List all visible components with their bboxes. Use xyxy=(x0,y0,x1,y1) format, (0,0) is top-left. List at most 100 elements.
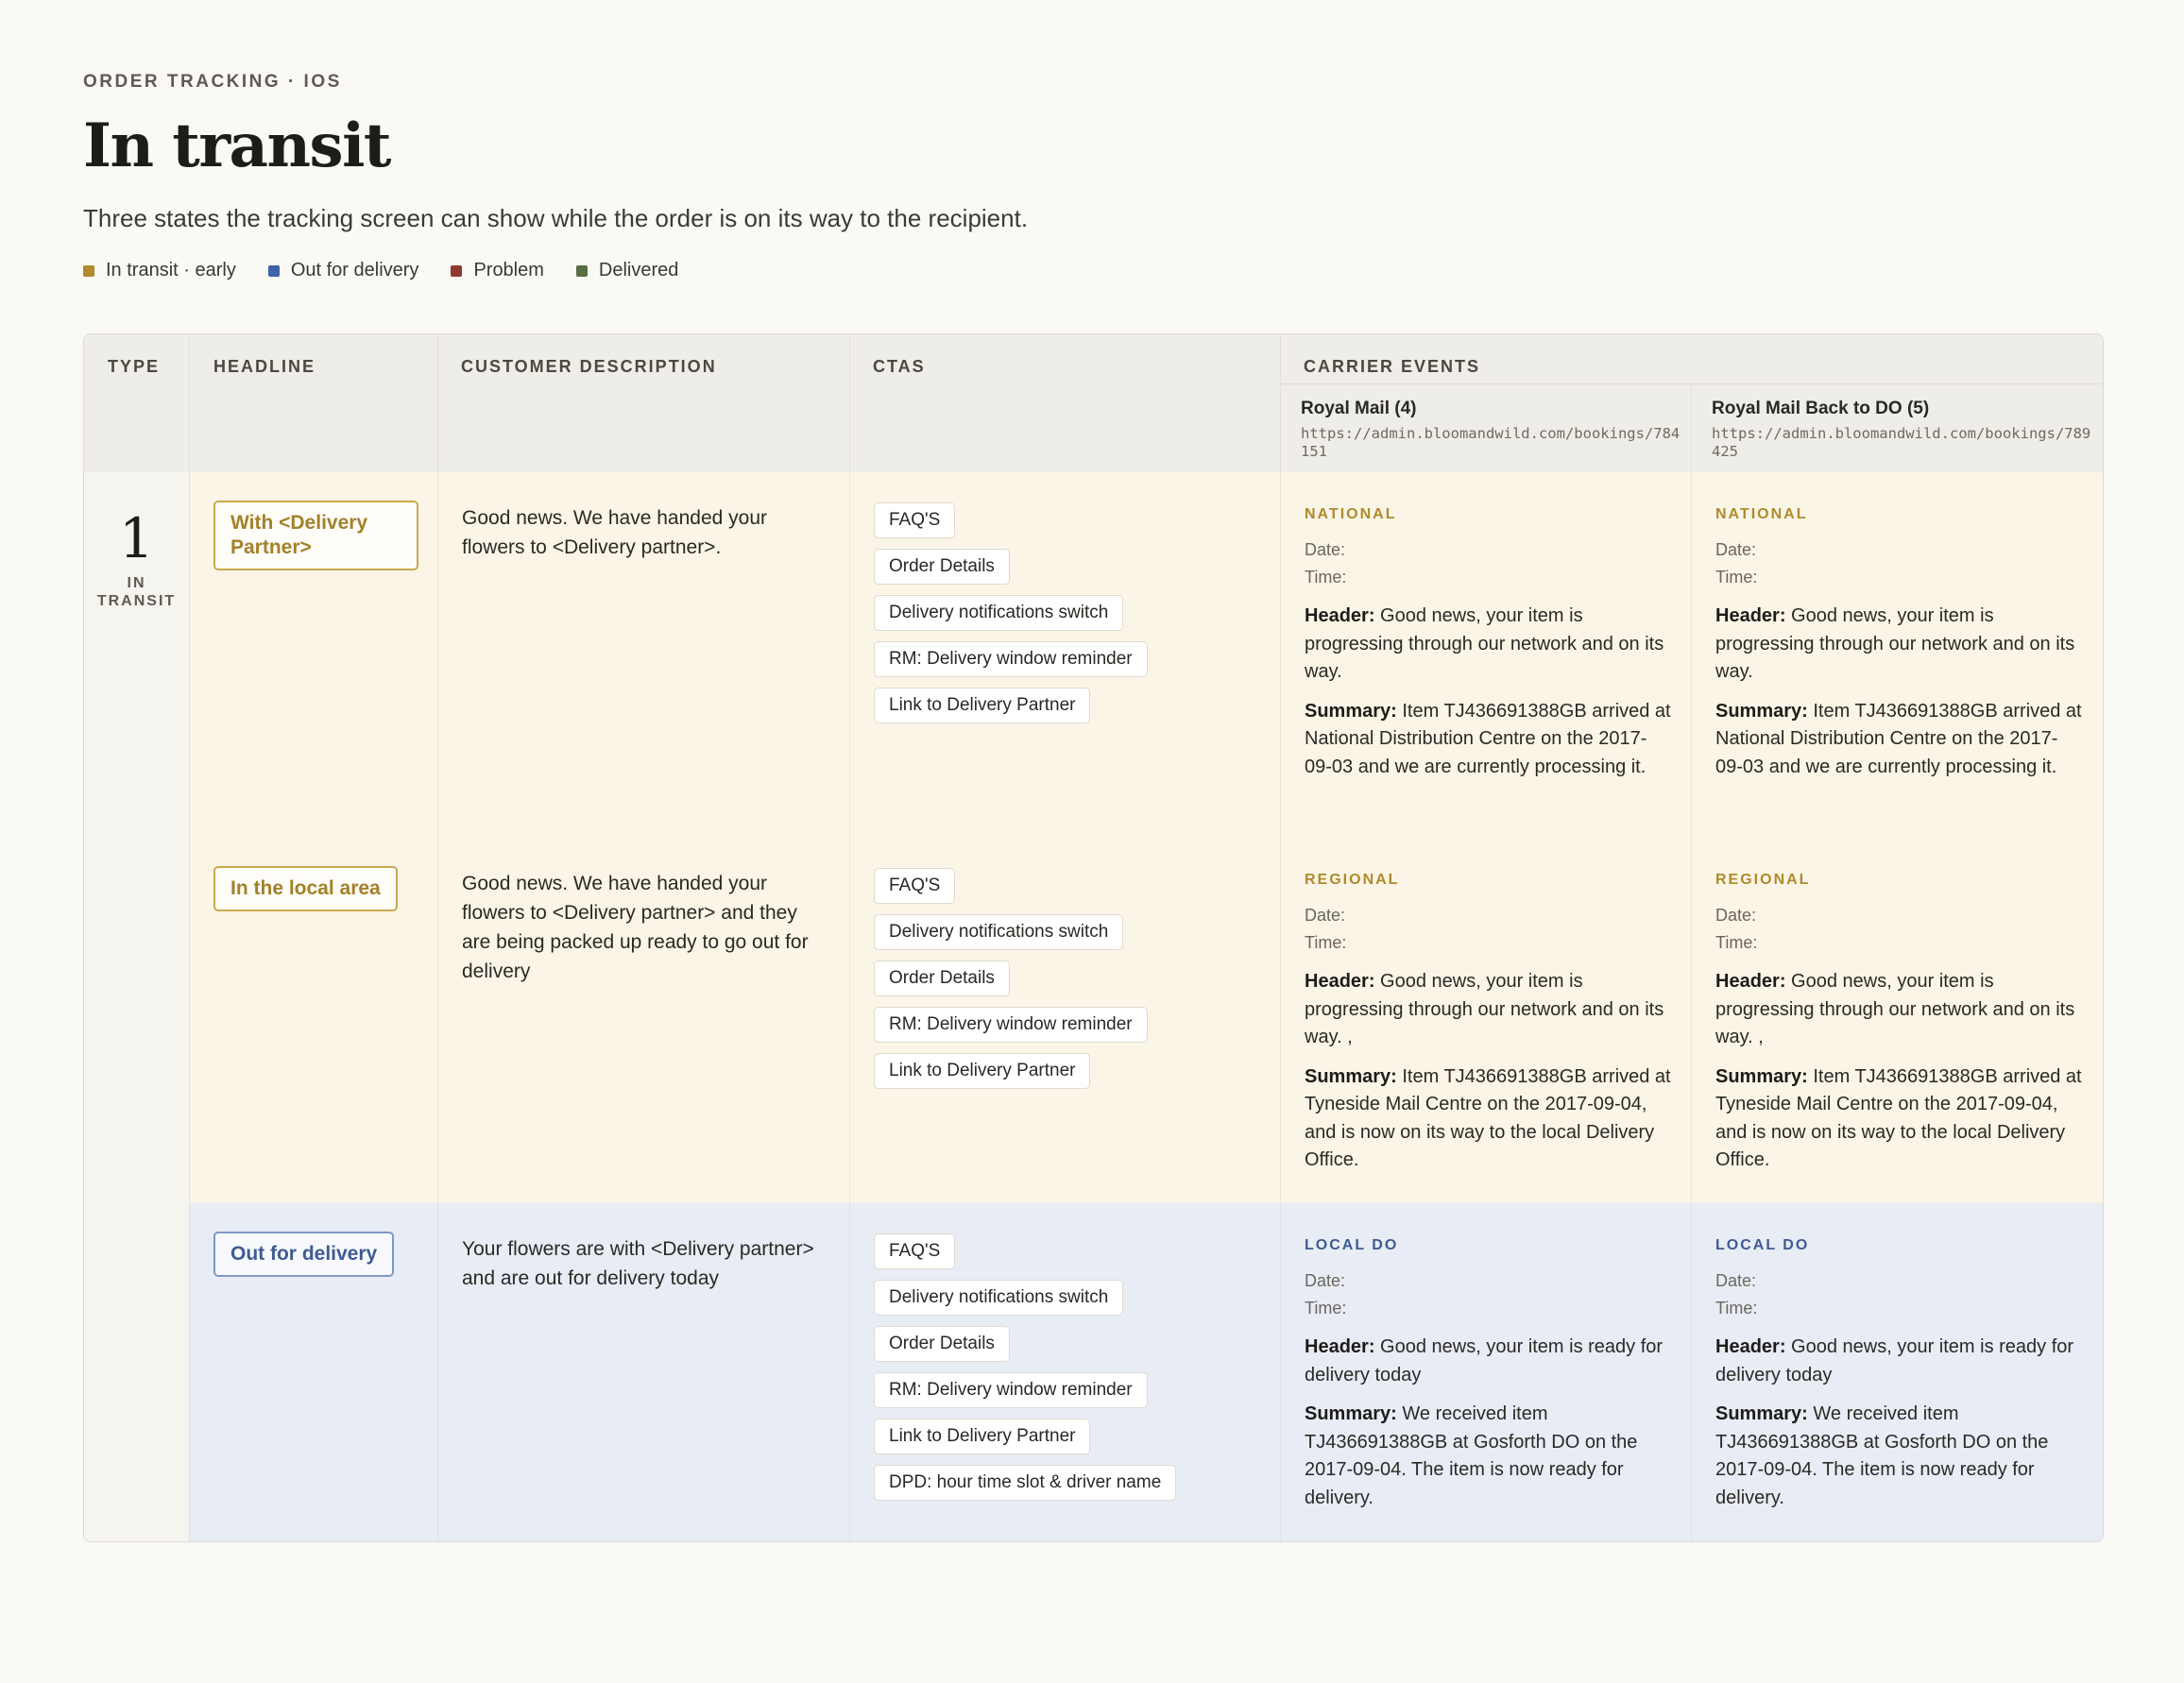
headline-cell: With <Delivery Partner> xyxy=(190,472,437,838)
event-header: Header: Good news, your item is ready fo… xyxy=(1305,1334,1673,1389)
cta-faqs[interactable]: FAQ'S xyxy=(874,502,956,538)
event-summary-text: We received item TJ436691388GB at Gosfor… xyxy=(1715,1403,2049,1508)
event-summary-text: Item TJ436691388GB arrived at National D… xyxy=(1715,700,2082,777)
cta-list: FAQ'S Delivery notifications switch Orde… xyxy=(874,868,1148,1089)
type-cell: 1 IN TRANSIT xyxy=(84,472,190,1541)
legend-swatch xyxy=(83,264,94,277)
event-header-text: Good news, your item is progressing thro… xyxy=(1715,971,2075,1047)
event-header-label: Header: xyxy=(1715,971,1786,992)
legend-item-delivered: Delivered xyxy=(575,260,678,281)
cta-delivery-notifications-switch[interactable]: Delivery notifications switch xyxy=(874,1280,1124,1316)
cta-order-details[interactable]: Order Details xyxy=(874,960,1010,996)
event-meta: Date: Time: xyxy=(1715,1267,2084,1322)
legend-label: In transit · early xyxy=(106,260,236,281)
cta-delivery-window-reminder[interactable]: RM: Delivery window reminder xyxy=(874,1372,1148,1408)
event-date: Date: xyxy=(1305,906,1346,925)
cta-delivery-window-reminder[interactable]: RM: Delivery window reminder xyxy=(874,1007,1148,1043)
event-meta: Date: Time: xyxy=(1305,1267,1673,1322)
table-header: TYPE HEADLINE CUSTOMER DESCRIPTION CTAS … xyxy=(84,334,2103,473)
event-summary-label: Summary: xyxy=(1715,1065,1808,1087)
carrier-event: LOCAL DO Date: Time: Header: Good news, … xyxy=(1305,1237,1673,1512)
legend-swatch xyxy=(575,264,588,277)
legend-label: Problem xyxy=(473,260,544,281)
carrier-event-cell: LOCAL DO Date: Time: Header: Good news, … xyxy=(1691,1203,2103,1541)
carrier-event: REGIONAL Date: Time: Header: Good news, … xyxy=(1305,872,1673,1175)
customer-description: Good news. We have handed your flowers t… xyxy=(462,507,767,558)
column-divider xyxy=(1280,334,1281,472)
carrier-event: REGIONAL Date: Time: Header: Good news, … xyxy=(1715,872,2084,1175)
cta-link-to-delivery-partner[interactable]: Link to Delivery Partner xyxy=(874,1053,1091,1089)
cta-list: FAQ'S Delivery notifications switch Orde… xyxy=(874,1233,1177,1501)
page-subtitle: Three states the tracking screen can sho… xyxy=(83,204,1029,233)
cta-link-to-delivery-partner[interactable]: Link to Delivery Partner xyxy=(874,1419,1091,1454)
cta-link-to-delivery-partner[interactable]: Link to Delivery Partner xyxy=(874,688,1091,723)
carrier-link[interactable]: https://admin.bloomandwild.com/bookings/… xyxy=(1712,425,2091,460)
event-summary: Summary: We received item TJ436691388GB … xyxy=(1715,1401,2084,1512)
type-label-line: IN xyxy=(127,575,146,591)
event-header-text: Good news, your item is ready for delive… xyxy=(1305,1336,1664,1386)
table-row-with-delivery-partner: With <Delivery Partner> Good news. We ha… xyxy=(190,472,2103,839)
column-header-carrier-events: CARRIER EVENTS xyxy=(1304,357,1481,376)
event-header: Header: Good news, your item is progress… xyxy=(1715,968,2084,1052)
headline-cell: In the local area xyxy=(190,838,437,1203)
event-header-text: Good news, your item is ready for delive… xyxy=(1715,1336,2074,1386)
event-summary: Summary: Item TJ436691388GB arrived at T… xyxy=(1305,1063,1673,1175)
customer-description: Good news. We have handed your flowers t… xyxy=(462,873,809,982)
event-stage: LOCAL DO xyxy=(1305,1237,1399,1253)
carrier-event-cell: LOCAL DO Date: Time: Header: Good news, … xyxy=(1280,1203,1692,1541)
event-summary-text: We received item TJ436691388GB at Gosfor… xyxy=(1305,1403,1638,1508)
cta-delivery-notifications-switch[interactable]: Delivery notifications switch xyxy=(874,595,1124,631)
carrier-name: Royal Mail (4) xyxy=(1301,399,1417,418)
carrier-event-cell: REGIONAL Date: Time: Header: Good news, … xyxy=(1691,838,2103,1203)
carrier-header-royal-mail: Royal Mail (4) https://admin.bloomandwil… xyxy=(1301,399,1688,461)
column-divider xyxy=(437,334,438,472)
event-date: Date: xyxy=(1715,1271,1757,1290)
event-stage: LOCAL DO xyxy=(1715,1237,1810,1253)
carrier-header-royal-mail-back-to-do: Royal Mail Back to DO (5) https://admin.… xyxy=(1712,399,2099,461)
cta-faqs[interactable]: FAQ'S xyxy=(874,868,956,904)
cta-order-details[interactable]: Order Details xyxy=(874,1326,1010,1362)
column-header-type: TYPE xyxy=(108,357,161,376)
cta-delivery-window-reminder[interactable]: RM: Delivery window reminder xyxy=(874,641,1148,677)
carrier-event-cell: NATIONAL Date: Time: Header: Good news, … xyxy=(1691,472,2103,838)
legend-swatch xyxy=(267,264,280,277)
event-date: Date: xyxy=(1715,540,1757,559)
cta-faqs[interactable]: FAQ'S xyxy=(874,1233,956,1269)
event-summary: Summary: We received item TJ436691388GB … xyxy=(1305,1401,1673,1512)
event-time: Time: xyxy=(1715,568,1758,586)
cta-delivery-notifications-switch[interactable]: Delivery notifications switch xyxy=(874,914,1124,950)
carrier-event-cell: NATIONAL Date: Time: Header: Good news, … xyxy=(1280,472,1692,838)
event-summary-text: Item TJ436691388GB arrived at National D… xyxy=(1305,700,1671,777)
column-header-headline: HEADLINE xyxy=(213,357,316,376)
carrier-subheader-divider xyxy=(1280,383,2103,384)
headline-tag: Out for delivery xyxy=(213,1232,395,1277)
page: ORDER TRACKING · IOS In transit Three st… xyxy=(0,0,2184,281)
carrier-link[interactable]: https://admin.bloomandwild.com/bookings/… xyxy=(1301,425,1681,460)
type-label-line: TRANSIT xyxy=(96,593,177,609)
headline-cell: Out for delivery xyxy=(190,1203,437,1541)
cta-dpd-time-slot[interactable]: DPD: hour time slot & driver name xyxy=(874,1465,1177,1501)
ctas-cell: FAQ'S Order Details Delivery notificatio… xyxy=(849,472,1281,838)
event-header-label: Header: xyxy=(1305,605,1375,626)
customer-description: Your flowers are with <Delivery partner>… xyxy=(462,1238,814,1289)
column-divider xyxy=(189,334,190,472)
ctas-cell: FAQ'S Delivery notifications switch Orde… xyxy=(849,838,1281,1203)
event-header-text: Good news, your item is progressing thro… xyxy=(1305,605,1664,682)
event-stage: REGIONAL xyxy=(1715,872,1811,888)
legend-item-out-for-delivery: Out for delivery xyxy=(267,260,418,281)
event-time: Time: xyxy=(1305,1299,1347,1318)
table-row-in-the-local-area: In the local area Good news. We have han… xyxy=(190,838,2103,1204)
event-time: Time: xyxy=(1715,1299,1758,1318)
event-header: Header: Good news, your item is progress… xyxy=(1305,968,1673,1052)
type-label: IN TRANSIT xyxy=(84,574,189,610)
cta-order-details[interactable]: Order Details xyxy=(874,549,1010,585)
table-row-out-for-delivery: Out for delivery Your flowers are with <… xyxy=(190,1203,2103,1541)
event-time: Time: xyxy=(1305,568,1347,586)
event-summary-label: Summary: xyxy=(1715,700,1808,722)
event-summary-text: Item TJ436691388GB arrived at Tyneside M… xyxy=(1715,1065,2082,1171)
event-header-text: Good news, your item is progressing thro… xyxy=(1305,971,1664,1047)
event-summary-label: Summary: xyxy=(1305,700,1397,722)
legend-swatch xyxy=(451,264,463,277)
column-header-ctas: CTAS xyxy=(873,357,926,376)
event-header: Header: Good news, your item is ready fo… xyxy=(1715,1334,2084,1389)
